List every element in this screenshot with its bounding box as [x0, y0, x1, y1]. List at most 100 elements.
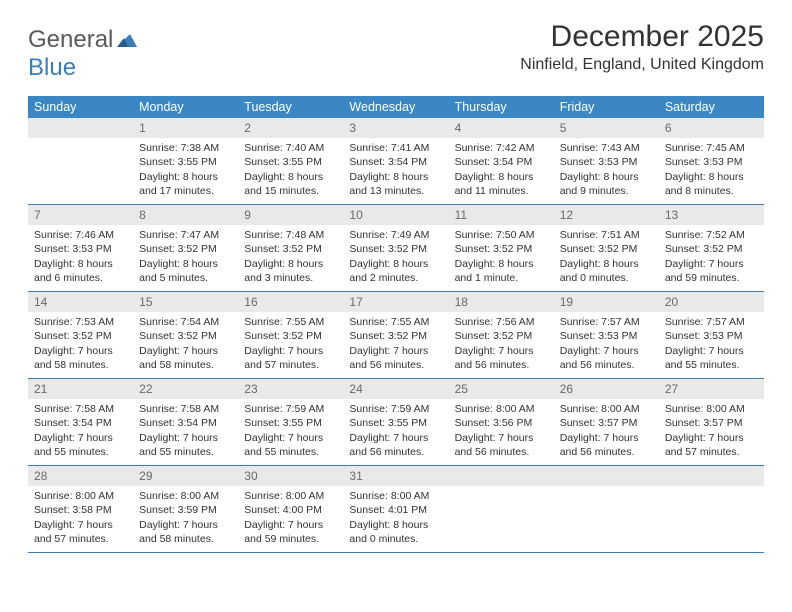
day-body: Sunrise: 7:41 AMSunset: 3:54 PMDaylight:…: [343, 138, 448, 204]
sunset-text: Sunset: 3:53 PM: [560, 329, 653, 343]
header: GeneralBlue December 2025 Ninfield, Engl…: [28, 20, 764, 82]
weekday-cell: Wednesday: [343, 96, 448, 118]
sunrise-text: Sunrise: 7:41 AM: [349, 141, 442, 155]
day-cell: [28, 118, 133, 204]
day-body: Sunrise: 8:00 AMSunset: 4:01 PMDaylight:…: [343, 486, 448, 552]
daylight-text: Daylight: 8 hours and 1 minute.: [455, 257, 548, 285]
day-body: Sunrise: 7:38 AMSunset: 3:55 PMDaylight:…: [133, 138, 238, 204]
day-number: 3: [343, 118, 448, 138]
sunrise-text: Sunrise: 7:45 AM: [665, 141, 758, 155]
day-number: 9: [238, 205, 343, 225]
sunset-text: Sunset: 3:52 PM: [455, 329, 548, 343]
day-body: Sunrise: 8:00 AMSunset: 4:00 PMDaylight:…: [238, 486, 343, 552]
week-row: 14Sunrise: 7:53 AMSunset: 3:52 PMDayligh…: [28, 292, 764, 379]
sunrise-text: Sunrise: 7:43 AM: [560, 141, 653, 155]
sunrise-text: Sunrise: 8:00 AM: [665, 402, 758, 416]
daylight-text: Daylight: 7 hours and 58 minutes.: [139, 344, 232, 372]
day-cell: 16Sunrise: 7:55 AMSunset: 3:52 PMDayligh…: [238, 292, 343, 378]
day-body: Sunrise: 7:40 AMSunset: 3:55 PMDaylight:…: [238, 138, 343, 204]
sunset-text: Sunset: 4:00 PM: [244, 503, 337, 517]
sunset-text: Sunset: 3:54 PM: [455, 155, 548, 169]
day-body: Sunrise: 7:50 AMSunset: 3:52 PMDaylight:…: [449, 225, 554, 291]
day-cell: 3Sunrise: 7:41 AMSunset: 3:54 PMDaylight…: [343, 118, 448, 204]
day-number: 12: [554, 205, 659, 225]
sunrise-text: Sunrise: 7:57 AM: [560, 315, 653, 329]
sunrise-text: Sunrise: 7:59 AM: [349, 402, 442, 416]
sunset-text: Sunset: 3:52 PM: [560, 242, 653, 256]
sunset-text: Sunset: 3:57 PM: [560, 416, 653, 430]
day-number-empty: [449, 466, 554, 486]
brand-logo: GeneralBlue: [28, 20, 137, 82]
day-number: 2: [238, 118, 343, 138]
day-number: 25: [449, 379, 554, 399]
day-number-empty: [554, 466, 659, 486]
day-number: 19: [554, 292, 659, 312]
sunset-text: Sunset: 3:52 PM: [244, 242, 337, 256]
daylight-text: Daylight: 7 hours and 59 minutes.: [665, 257, 758, 285]
day-cell: 26Sunrise: 8:00 AMSunset: 3:57 PMDayligh…: [554, 379, 659, 465]
day-body: Sunrise: 7:59 AMSunset: 3:55 PMDaylight:…: [238, 399, 343, 465]
sunset-text: Sunset: 3:53 PM: [665, 329, 758, 343]
day-cell: 8Sunrise: 7:47 AMSunset: 3:52 PMDaylight…: [133, 205, 238, 291]
day-cell: 27Sunrise: 8:00 AMSunset: 3:57 PMDayligh…: [659, 379, 764, 465]
daylight-text: Daylight: 7 hours and 59 minutes.: [244, 518, 337, 546]
daylight-text: Daylight: 7 hours and 55 minutes.: [139, 431, 232, 459]
day-body: Sunrise: 7:53 AMSunset: 3:52 PMDaylight:…: [28, 312, 133, 378]
sunset-text: Sunset: 3:54 PM: [34, 416, 127, 430]
day-number: 8: [133, 205, 238, 225]
daylight-text: Daylight: 8 hours and 0 minutes.: [560, 257, 653, 285]
daylight-text: Daylight: 7 hours and 58 minutes.: [34, 344, 127, 372]
sunset-text: Sunset: 3:52 PM: [139, 242, 232, 256]
day-cell: 22Sunrise: 7:58 AMSunset: 3:54 PMDayligh…: [133, 379, 238, 465]
day-body: Sunrise: 7:58 AMSunset: 3:54 PMDaylight:…: [133, 399, 238, 465]
sunset-text: Sunset: 3:53 PM: [665, 155, 758, 169]
day-number: 6: [659, 118, 764, 138]
day-body: Sunrise: 8:00 AMSunset: 3:56 PMDaylight:…: [449, 399, 554, 465]
day-cell: 21Sunrise: 7:58 AMSunset: 3:54 PMDayligh…: [28, 379, 133, 465]
daylight-text: Daylight: 8 hours and 6 minutes.: [34, 257, 127, 285]
daylight-text: Daylight: 8 hours and 13 minutes.: [349, 170, 442, 198]
sunrise-text: Sunrise: 7:59 AM: [244, 402, 337, 416]
sunset-text: Sunset: 3:52 PM: [455, 242, 548, 256]
day-cell: 15Sunrise: 7:54 AMSunset: 3:52 PMDayligh…: [133, 292, 238, 378]
day-number-empty: [28, 118, 133, 138]
day-body: Sunrise: 7:46 AMSunset: 3:53 PMDaylight:…: [28, 225, 133, 291]
day-number: 26: [554, 379, 659, 399]
sunrise-text: Sunrise: 7:50 AM: [455, 228, 548, 242]
sunset-text: Sunset: 3:52 PM: [349, 329, 442, 343]
day-cell: 18Sunrise: 7:56 AMSunset: 3:52 PMDayligh…: [449, 292, 554, 378]
day-number: 5: [554, 118, 659, 138]
week-row: 7Sunrise: 7:46 AMSunset: 3:53 PMDaylight…: [28, 205, 764, 292]
daylight-text: Daylight: 7 hours and 56 minutes.: [560, 431, 653, 459]
daylight-text: Daylight: 8 hours and 9 minutes.: [560, 170, 653, 198]
day-number: 23: [238, 379, 343, 399]
day-cell: [554, 466, 659, 552]
day-body: Sunrise: 7:42 AMSunset: 3:54 PMDaylight:…: [449, 138, 554, 204]
day-number: 13: [659, 205, 764, 225]
daylight-text: Daylight: 7 hours and 55 minutes.: [34, 431, 127, 459]
daylight-text: Daylight: 8 hours and 11 minutes.: [455, 170, 548, 198]
weekday-cell: Monday: [133, 96, 238, 118]
sunrise-text: Sunrise: 7:58 AM: [34, 402, 127, 416]
daylight-text: Daylight: 7 hours and 56 minutes.: [349, 344, 442, 372]
day-number: 30: [238, 466, 343, 486]
sunrise-text: Sunrise: 7:46 AM: [34, 228, 127, 242]
daylight-text: Daylight: 7 hours and 56 minutes.: [349, 431, 442, 459]
day-body: Sunrise: 8:00 AMSunset: 3:57 PMDaylight:…: [659, 399, 764, 465]
sunset-text: Sunset: 3:56 PM: [455, 416, 548, 430]
day-body: Sunrise: 7:48 AMSunset: 3:52 PMDaylight:…: [238, 225, 343, 291]
day-cell: 12Sunrise: 7:51 AMSunset: 3:52 PMDayligh…: [554, 205, 659, 291]
daylight-text: Daylight: 7 hours and 56 minutes.: [455, 431, 548, 459]
day-body: Sunrise: 7:43 AMSunset: 3:53 PMDaylight:…: [554, 138, 659, 204]
sunrise-text: Sunrise: 8:00 AM: [455, 402, 548, 416]
day-body: Sunrise: 7:52 AMSunset: 3:52 PMDaylight:…: [659, 225, 764, 291]
day-number: 28: [28, 466, 133, 486]
sunrise-text: Sunrise: 7:38 AM: [139, 141, 232, 155]
day-body: Sunrise: 7:49 AMSunset: 3:52 PMDaylight:…: [343, 225, 448, 291]
daylight-text: Daylight: 7 hours and 56 minutes.: [455, 344, 548, 372]
weeks-container: 1Sunrise: 7:38 AMSunset: 3:55 PMDaylight…: [28, 118, 764, 553]
sunrise-text: Sunrise: 8:00 AM: [244, 489, 337, 503]
sunrise-text: Sunrise: 7:40 AM: [244, 141, 337, 155]
brand-part2: Blue: [28, 54, 76, 81]
day-body: Sunrise: 7:47 AMSunset: 3:52 PMDaylight:…: [133, 225, 238, 291]
